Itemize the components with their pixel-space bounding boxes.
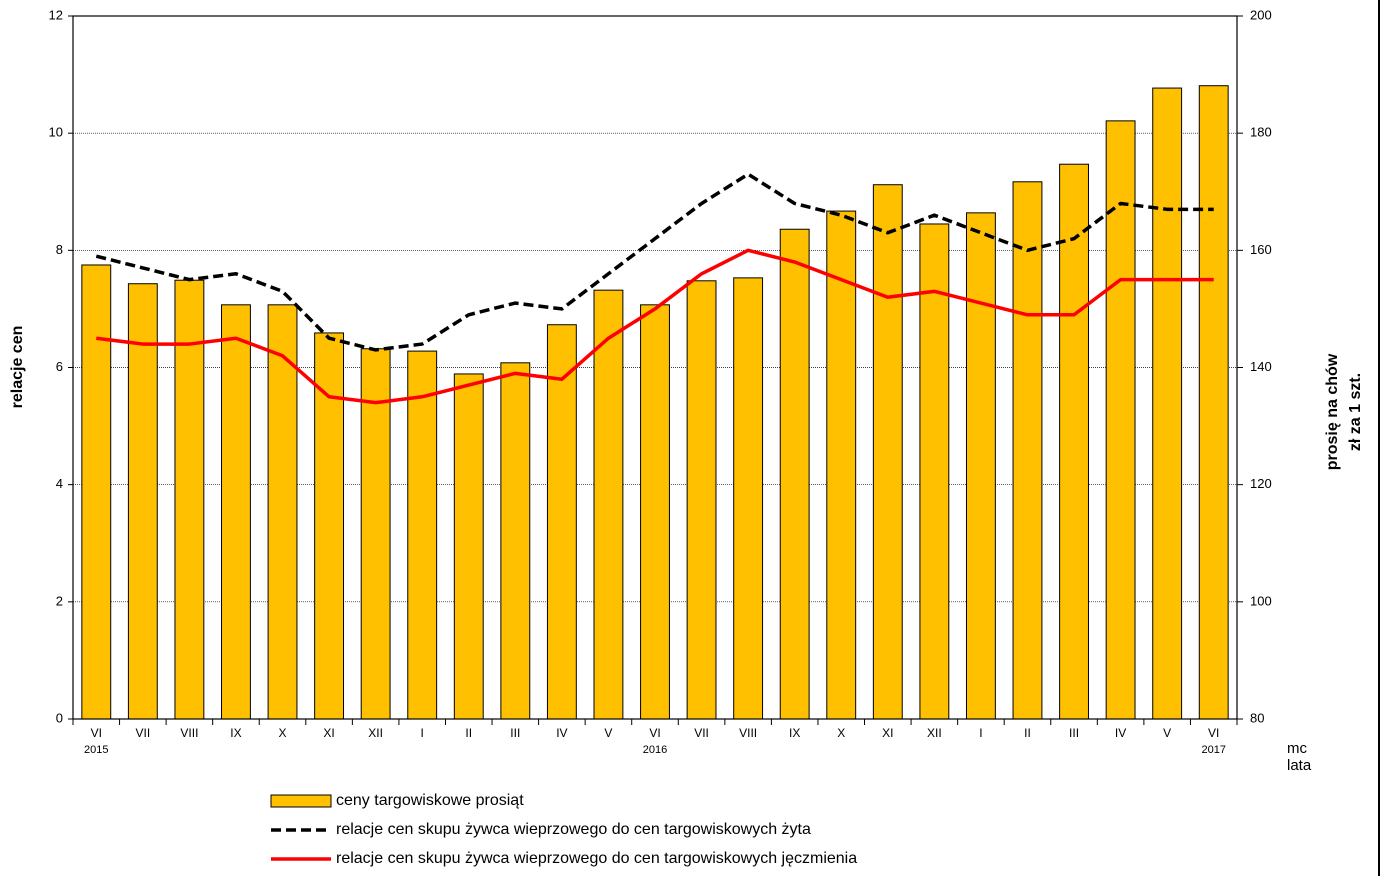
bar [779, 228, 810, 720]
bar [1059, 163, 1089, 720]
bar [500, 362, 531, 720]
x-tick-label: VII [136, 726, 151, 740]
bar [593, 289, 624, 720]
y2-tick-label: 120 [1250, 476, 1272, 491]
y2-tick-label: 100 [1250, 593, 1272, 608]
y2-axis-title: zł za 1 szt. [1347, 373, 1364, 451]
x-tick-label: VI [91, 726, 102, 740]
x-tick-label: V [604, 726, 612, 740]
y2-tick-label: 80 [1250, 710, 1264, 725]
y-tick-label: 12 [49, 7, 63, 22]
y2-tick-label: 180 [1250, 125, 1272, 140]
y-tick-label: 0 [56, 710, 63, 725]
bar [1152, 87, 1183, 720]
x-tick-label: IV [1115, 726, 1126, 740]
bar [407, 350, 438, 720]
x-tick-label: II [1024, 726, 1031, 740]
line [95, 172, 1214, 352]
x-tick-label: VI [1208, 726, 1219, 740]
bar [360, 348, 391, 720]
bar [872, 184, 903, 720]
year-label: 2017 [1201, 744, 1225, 756]
x-tick-label: XII [927, 726, 942, 740]
bar [453, 373, 484, 720]
x-tick-label: VIII [180, 726, 198, 740]
x-tick-label: II [465, 726, 472, 740]
bar [1012, 181, 1043, 720]
y2-tick-label: 200 [1250, 7, 1272, 22]
x-tick-label: XII [368, 726, 383, 740]
y2-tick-label: 140 [1250, 359, 1272, 374]
bar [221, 304, 251, 720]
bar [826, 210, 857, 720]
x-tick-label: IX [789, 726, 800, 740]
y-tick-label: 4 [56, 476, 63, 491]
bar [640, 304, 670, 720]
bar [267, 304, 298, 720]
bar [81, 264, 112, 720]
x-tick-label: IX [230, 726, 241, 740]
bar [1198, 85, 1229, 720]
bar [174, 279, 205, 720]
plot-frame [72, 15, 1238, 720]
y2-axis-title: prosię na chów [1324, 353, 1341, 470]
x-tick-label: VI [649, 726, 660, 740]
x-tick-label: XI [882, 726, 893, 740]
x-tick-label: X [837, 726, 845, 740]
bar [919, 223, 950, 720]
x-tick-label: III [510, 726, 520, 740]
x-tick-label: VIII [739, 726, 757, 740]
x-tick-label: III [1069, 726, 1079, 740]
line [96, 248, 1214, 405]
x-tick-label: I [421, 726, 424, 740]
x-axis-title: mc [1287, 740, 1307, 757]
bar [546, 324, 577, 720]
legend-label: relacje cen skupu żywca wieprzowego do c… [336, 850, 857, 867]
y-tick-label: 2 [56, 593, 63, 608]
x-tick-label: XI [323, 726, 334, 740]
y-tick-label: 8 [56, 242, 63, 257]
bar [965, 212, 996, 720]
bar [314, 332, 345, 720]
x-tick-label: X [279, 726, 287, 740]
bar [733, 277, 764, 720]
y-tick-label: 6 [56, 359, 63, 374]
legend-label: ceny targowiskowe prosiąt [336, 792, 524, 809]
x-tick-label: IV [556, 726, 567, 740]
bar [127, 283, 158, 720]
bar [686, 280, 717, 720]
y-tick-label: 10 [49, 125, 63, 140]
y2-tick-label: 160 [1250, 242, 1272, 257]
year-label: 2016 [643, 744, 667, 756]
x-tick-label: I [979, 726, 982, 740]
x-tick-label: V [1163, 726, 1171, 740]
x-tick-label: VII [694, 726, 709, 740]
y-axis-title: relacje cen [9, 326, 26, 409]
year-label: 2015 [84, 744, 108, 756]
x-axis-title: lata [1287, 757, 1312, 774]
bar [1105, 120, 1136, 720]
legend-label: relacje cen skupu żywca wieprzowego do c… [336, 821, 811, 838]
legend-swatch [270, 794, 332, 808]
